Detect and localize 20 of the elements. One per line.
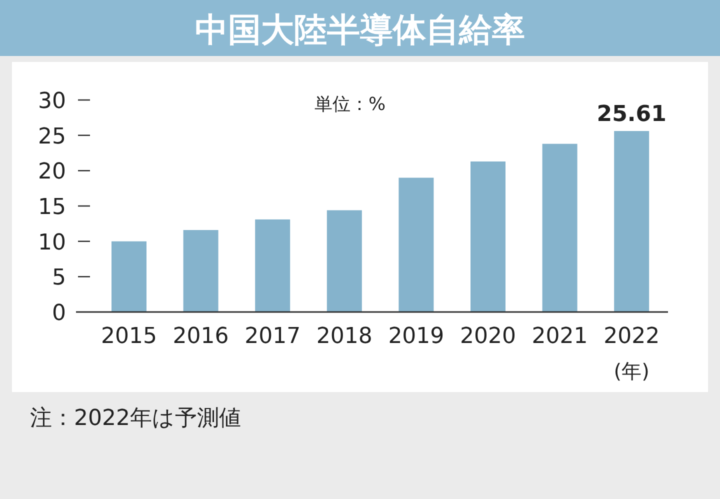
chart-title: 中国大陸半導体自給率 <box>195 10 525 49</box>
y-tick-label: 25 <box>38 124 66 150</box>
x-tick-label: 2016 <box>172 324 229 349</box>
y-tick-label: 5 <box>52 266 66 291</box>
x-tick-label: 2022 <box>604 324 660 349</box>
text: 注：2022年は予測値 <box>30 406 241 431</box>
data-label: 25.61 <box>596 102 666 128</box>
y-tick-label: 30 <box>38 89 66 114</box>
y-tick-label: 10 <box>38 230 66 256</box>
x-tick-label: 2018 <box>316 324 372 349</box>
y-axis-title: 単位：% <box>314 94 386 115</box>
x-tick-label: 2017 <box>244 324 301 349</box>
y-tick-label: 0 <box>52 301 66 326</box>
x-tick-label: 2020 <box>460 324 516 349</box>
x-tick-label: 2019 <box>388 324 444 349</box>
x-axis-title: (年) <box>614 359 650 383</box>
y-tick-label: 20 <box>38 160 66 185</box>
y-tick-label: 15 <box>38 195 66 220</box>
x-tick-label: 2021 <box>532 324 588 349</box>
x-tick-label: 2015 <box>101 324 157 349</box>
